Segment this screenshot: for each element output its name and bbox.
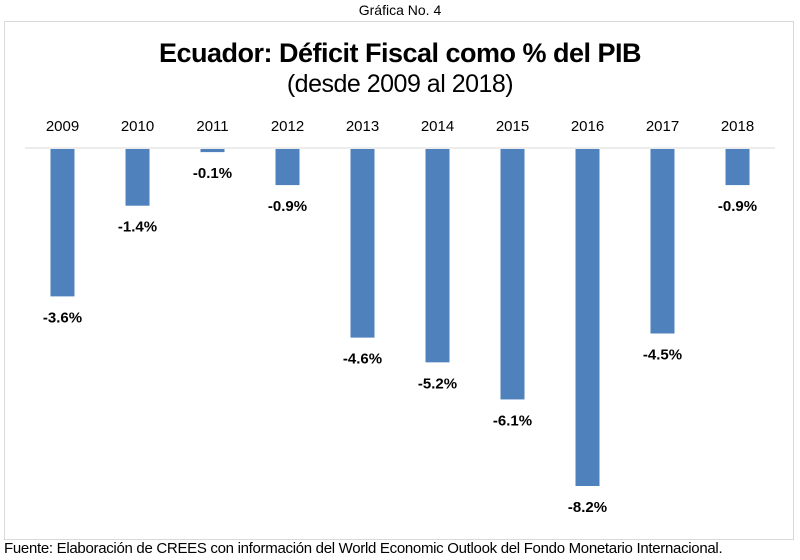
bar-2017 [650, 149, 675, 334]
x-tick-label: 2011 [196, 118, 228, 135]
chart-subtitle: (desde 2009 al 2018) [286, 70, 514, 98]
x-tick-label: 2017 [646, 118, 679, 135]
chart-title: Ecuador: Déficit Fiscal como % del PIB [158, 38, 642, 68]
x-tick-label: 2015 [496, 118, 529, 135]
data-label: -8.2% [568, 499, 607, 516]
data-label: -0.1% [193, 165, 232, 182]
x-tick-label: 2018 [721, 118, 754, 135]
bar-2016 [575, 149, 600, 486]
x-tick-label: 2012 [271, 118, 304, 135]
x-tick-label: 2010 [121, 118, 154, 135]
data-label: -3.6% [43, 309, 82, 326]
bar-2011 [200, 149, 225, 153]
bar-2012 [275, 149, 300, 186]
x-tick-label: 2016 [571, 118, 604, 135]
x-tick-label: 2014 [421, 118, 454, 135]
data-label: -4.5% [643, 346, 682, 363]
bar-2018 [725, 149, 750, 186]
bar-2009 [50, 149, 75, 297]
x-tick-label: 2009 [46, 118, 79, 135]
data-label: -0.9% [718, 198, 757, 215]
bar-2014 [425, 149, 450, 363]
figure-caption: Gráfica No. 4 [358, 2, 442, 18]
source-footnote: Fuente: Elaboración de CREES con informa… [4, 540, 723, 557]
bar-2015 [500, 149, 525, 400]
data-label: -5.2% [418, 375, 457, 392]
data-label: -1.4% [118, 219, 157, 236]
data-label: -6.1% [493, 412, 532, 429]
x-tick-label: 2013 [346, 118, 379, 135]
bar-2010 [125, 149, 150, 206]
chart-frame [4, 21, 794, 540]
data-label: -0.9% [268, 198, 307, 215]
data-label: -4.6% [343, 351, 382, 368]
bar-2013 [350, 149, 375, 338]
